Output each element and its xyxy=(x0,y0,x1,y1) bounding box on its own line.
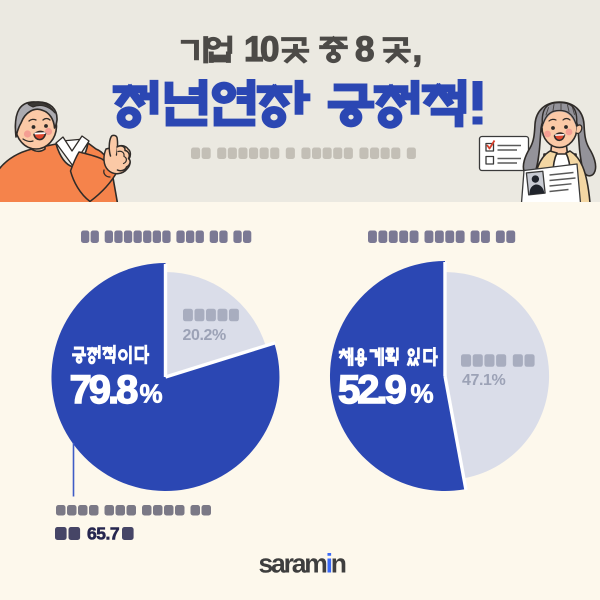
svg-text:10: 10 xyxy=(244,30,279,69)
svg-text:52.9: 52.9 xyxy=(338,368,406,412)
svg-text:%: % xyxy=(411,379,434,409)
svg-text:8: 8 xyxy=(355,30,374,69)
svg-text:%: % xyxy=(140,379,163,409)
svg-text:65.7: 65.7 xyxy=(87,524,119,544)
svg-text:20.2%: 20.2% xyxy=(183,327,227,344)
svg-text:47.1%: 47.1% xyxy=(462,372,506,389)
svg-text:79.8: 79.8 xyxy=(70,368,139,412)
svg-text:,: , xyxy=(413,30,423,69)
svg-text:saramin: saramin xyxy=(259,549,346,579)
